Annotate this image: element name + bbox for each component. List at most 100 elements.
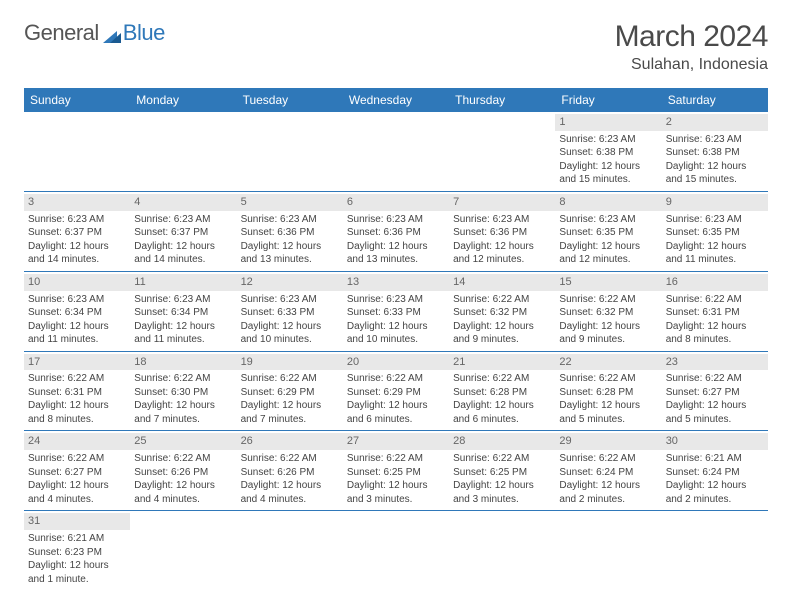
page-header: General Blue March 2024 Sulahan, Indones… — [24, 20, 768, 74]
day1-text: Daylight: 12 hours — [666, 320, 764, 334]
calendar-cell — [237, 112, 343, 191]
sunrise-text: Sunrise: 6:23 AM — [453, 213, 551, 227]
sunset-text: Sunset: 6:31 PM — [28, 386, 126, 400]
day2-text: and 12 minutes. — [559, 253, 657, 267]
sunset-text: Sunset: 6:38 PM — [559, 146, 657, 160]
sunset-text: Sunset: 6:27 PM — [666, 386, 764, 400]
sunrise-text: Sunrise: 6:22 AM — [241, 372, 339, 386]
day2-text: and 13 minutes. — [241, 253, 339, 267]
sunrise-text: Sunrise: 6:22 AM — [559, 293, 657, 307]
day1-text: Daylight: 12 hours — [453, 479, 551, 493]
day2-text: and 14 minutes. — [28, 253, 126, 267]
calendar-row: 24Sunrise: 6:22 AMSunset: 6:27 PMDayligh… — [24, 431, 768, 511]
day1-text: Daylight: 12 hours — [666, 399, 764, 413]
day2-text: and 11 minutes. — [134, 333, 232, 347]
day-number: 1 — [555, 114, 661, 131]
day1-text: Daylight: 12 hours — [28, 399, 126, 413]
calendar-cell: 9Sunrise: 6:23 AMSunset: 6:35 PMDaylight… — [662, 191, 768, 271]
day-number: 15 — [555, 274, 661, 291]
day-number: 12 — [237, 274, 343, 291]
calendar-cell: 26Sunrise: 6:22 AMSunset: 6:26 PMDayligh… — [237, 431, 343, 511]
calendar-row: 17Sunrise: 6:22 AMSunset: 6:31 PMDayligh… — [24, 351, 768, 431]
weekday-header: Saturday — [662, 88, 768, 112]
calendar-cell: 14Sunrise: 6:22 AMSunset: 6:32 PMDayligh… — [449, 271, 555, 351]
day1-text: Daylight: 12 hours — [559, 240, 657, 254]
calendar-cell — [343, 112, 449, 191]
sunset-text: Sunset: 6:33 PM — [241, 306, 339, 320]
day1-text: Daylight: 12 hours — [453, 240, 551, 254]
day1-text: Daylight: 12 hours — [28, 559, 126, 573]
sunset-text: Sunset: 6:36 PM — [453, 226, 551, 240]
weekday-header: Sunday — [24, 88, 130, 112]
calendar-cell: 3Sunrise: 6:23 AMSunset: 6:37 PMDaylight… — [24, 191, 130, 271]
sunset-text: Sunset: 6:35 PM — [559, 226, 657, 240]
sunrise-text: Sunrise: 6:21 AM — [28, 532, 126, 546]
sunset-text: Sunset: 6:37 PM — [134, 226, 232, 240]
day-number: 24 — [24, 433, 130, 450]
sunset-text: Sunset: 6:24 PM — [666, 466, 764, 480]
calendar-cell — [449, 112, 555, 191]
day-number: 20 — [343, 354, 449, 371]
sunrise-text: Sunrise: 6:22 AM — [453, 452, 551, 466]
calendar-cell — [130, 511, 236, 590]
sunset-text: Sunset: 6:29 PM — [241, 386, 339, 400]
calendar-cell: 27Sunrise: 6:22 AMSunset: 6:25 PMDayligh… — [343, 431, 449, 511]
day1-text: Daylight: 12 hours — [28, 479, 126, 493]
sunrise-text: Sunrise: 6:23 AM — [559, 133, 657, 147]
sunrise-text: Sunrise: 6:22 AM — [666, 372, 764, 386]
day-number: 17 — [24, 354, 130, 371]
sunrise-text: Sunrise: 6:22 AM — [241, 452, 339, 466]
calendar-cell: 4Sunrise: 6:23 AMSunset: 6:37 PMDaylight… — [130, 191, 236, 271]
day2-text: and 15 minutes. — [559, 173, 657, 187]
calendar-cell — [343, 511, 449, 590]
calendar-row: 31Sunrise: 6:21 AMSunset: 6:23 PMDayligh… — [24, 511, 768, 590]
day1-text: Daylight: 12 hours — [134, 479, 232, 493]
logo-text-a: General — [24, 20, 99, 46]
sunset-text: Sunset: 6:34 PM — [28, 306, 126, 320]
sunset-text: Sunset: 6:26 PM — [241, 466, 339, 480]
day1-text: Daylight: 12 hours — [559, 160, 657, 174]
day2-text: and 11 minutes. — [28, 333, 126, 347]
sunrise-text: Sunrise: 6:23 AM — [134, 293, 232, 307]
sunrise-text: Sunrise: 6:22 AM — [347, 372, 445, 386]
day1-text: Daylight: 12 hours — [241, 240, 339, 254]
calendar-cell: 25Sunrise: 6:22 AMSunset: 6:26 PMDayligh… — [130, 431, 236, 511]
day1-text: Daylight: 12 hours — [241, 479, 339, 493]
sunrise-text: Sunrise: 6:23 AM — [559, 213, 657, 227]
calendar-cell: 18Sunrise: 6:22 AMSunset: 6:30 PMDayligh… — [130, 351, 236, 431]
day1-text: Daylight: 12 hours — [28, 320, 126, 334]
day-number: 2 — [662, 114, 768, 131]
sunset-text: Sunset: 6:35 PM — [666, 226, 764, 240]
sunset-text: Sunset: 6:34 PM — [134, 306, 232, 320]
day2-text: and 6 minutes. — [453, 413, 551, 427]
weekday-header: Friday — [555, 88, 661, 112]
calendar-cell: 22Sunrise: 6:22 AMSunset: 6:28 PMDayligh… — [555, 351, 661, 431]
day1-text: Daylight: 12 hours — [347, 320, 445, 334]
day-number: 22 — [555, 354, 661, 371]
calendar-cell: 24Sunrise: 6:22 AMSunset: 6:27 PMDayligh… — [24, 431, 130, 511]
sunrise-text: Sunrise: 6:23 AM — [28, 213, 126, 227]
location-label: Sulahan, Indonesia — [615, 56, 768, 74]
calendar-cell — [662, 511, 768, 590]
calendar-row: 3Sunrise: 6:23 AMSunset: 6:37 PMDaylight… — [24, 191, 768, 271]
brand-logo: General Blue — [24, 20, 165, 46]
sunset-text: Sunset: 6:30 PM — [134, 386, 232, 400]
sunrise-text: Sunrise: 6:23 AM — [347, 293, 445, 307]
day-number: 29 — [555, 433, 661, 450]
day-number: 18 — [130, 354, 236, 371]
calendar-cell: 11Sunrise: 6:23 AMSunset: 6:34 PMDayligh… — [130, 271, 236, 351]
day1-text: Daylight: 12 hours — [559, 479, 657, 493]
sunset-text: Sunset: 6:32 PM — [559, 306, 657, 320]
day2-text: and 1 minute. — [28, 573, 126, 587]
day1-text: Daylight: 12 hours — [28, 240, 126, 254]
sunrise-text: Sunrise: 6:22 AM — [28, 372, 126, 386]
day1-text: Daylight: 12 hours — [666, 479, 764, 493]
calendar-table: Sunday Monday Tuesday Wednesday Thursday… — [24, 88, 768, 590]
sunset-text: Sunset: 6:33 PM — [347, 306, 445, 320]
sunrise-text: Sunrise: 6:22 AM — [666, 293, 764, 307]
sunset-text: Sunset: 6:28 PM — [453, 386, 551, 400]
day-number: 30 — [662, 433, 768, 450]
day-number: 16 — [662, 274, 768, 291]
calendar-cell: 13Sunrise: 6:23 AMSunset: 6:33 PMDayligh… — [343, 271, 449, 351]
calendar-cell: 30Sunrise: 6:21 AMSunset: 6:24 PMDayligh… — [662, 431, 768, 511]
